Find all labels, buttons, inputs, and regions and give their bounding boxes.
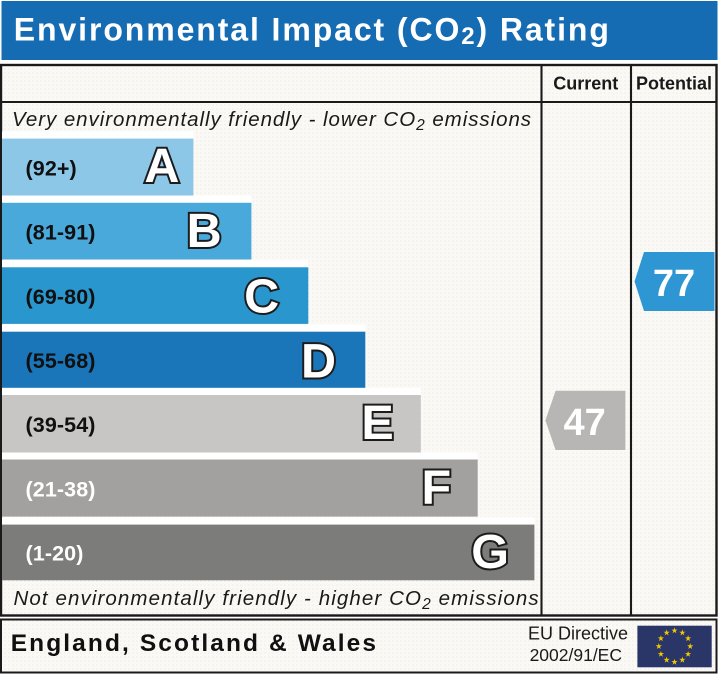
- svg-text:Potential: Potential: [636, 74, 712, 94]
- svg-text:77: 77: [653, 263, 695, 305]
- svg-text:Very environmentally friendly: Very environmentally friendly - lower CO…: [12, 108, 532, 134]
- svg-text:G: G: [471, 525, 509, 579]
- svg-text:B: B: [187, 204, 222, 258]
- svg-text:(55-68): (55-68): [26, 349, 96, 373]
- svg-text:Environmental Impact (CO2) Rat: Environmental Impact (CO2) Rating: [14, 12, 611, 50]
- svg-text:Not environmentally friendly -: Not environmentally friendly - higher CO…: [14, 587, 540, 613]
- svg-text:EU Directive: EU Directive: [528, 624, 628, 644]
- svg-text:C: C: [244, 270, 279, 324]
- svg-text:F: F: [421, 461, 451, 515]
- svg-text:England, Scotland & Wales: England, Scotland & Wales: [11, 630, 378, 657]
- svg-text:D: D: [301, 334, 336, 388]
- svg-text:E: E: [361, 396, 393, 450]
- svg-text:A: A: [144, 139, 179, 193]
- svg-text:(92+): (92+): [26, 156, 77, 180]
- svg-text:2002/91/EC: 2002/91/EC: [530, 645, 622, 665]
- svg-text:Current: Current: [553, 74, 618, 94]
- svg-text:(39-54): (39-54): [26, 413, 96, 437]
- svg-text:(21-38): (21-38): [26, 477, 96, 501]
- svg-text:(1-20): (1-20): [26, 542, 84, 566]
- svg-text:(81-91): (81-91): [26, 220, 96, 244]
- svg-text:(69-80): (69-80): [26, 285, 96, 309]
- svg-text:47: 47: [564, 402, 606, 444]
